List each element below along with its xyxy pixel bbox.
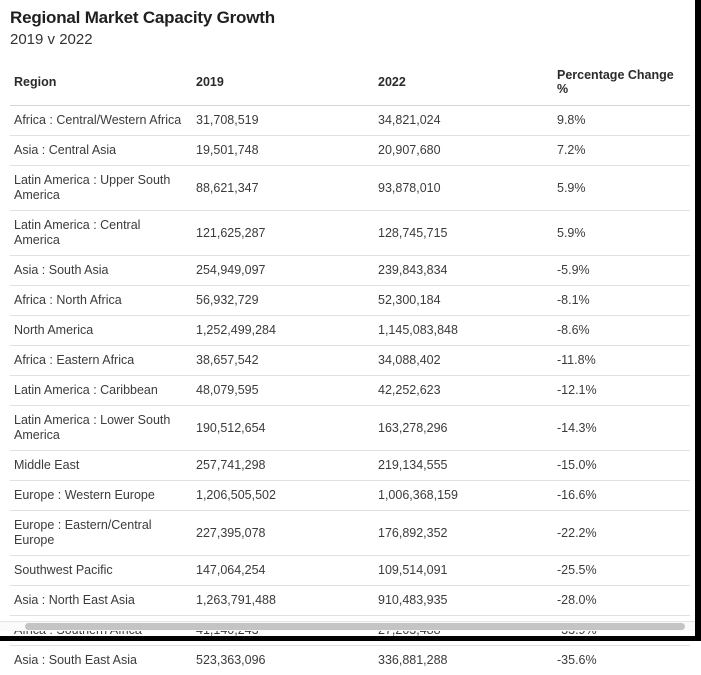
value-2022-cell: 1,145,083,848 [374, 316, 553, 346]
capacity-growth-table: Region 2019 2022 Percentage Change % Afr… [10, 62, 690, 675]
value-2022-cell: 34,821,024 [374, 106, 553, 136]
value-2022-cell: 219,134,555 [374, 451, 553, 481]
region-cell: Middle East [10, 451, 192, 481]
value-2022-cell: 128,745,715 [374, 211, 553, 256]
pct-change-cell: 9.8% [553, 106, 690, 136]
region-cell: Africa : North Africa [10, 286, 192, 316]
value-2019-cell: 38,657,542 [192, 346, 374, 376]
region-cell: Africa : Central/Western Africa [10, 106, 192, 136]
pct-change-cell: -22.2% [553, 511, 690, 556]
column-header-2019: 2019 [192, 62, 374, 106]
region-cell: Latin America : Upper South America [10, 166, 192, 211]
value-2022-cell: 93,878,010 [374, 166, 553, 211]
value-2019-cell: 147,064,254 [192, 556, 374, 586]
table-header: Region 2019 2022 Percentage Change % [10, 62, 690, 106]
pct-change-cell: -15.0% [553, 451, 690, 481]
value-2019-cell: 254,949,097 [192, 256, 374, 286]
pct-change-cell: -11.8% [553, 346, 690, 376]
value-2022-cell: 239,843,834 [374, 256, 553, 286]
value-2019-cell: 523,363,096 [192, 646, 374, 675]
value-2019-cell: 88,621,347 [192, 166, 374, 211]
region-cell: Europe : Western Europe [10, 481, 192, 511]
pct-change-cell: -8.1% [553, 286, 690, 316]
value-2019-cell: 19,501,748 [192, 136, 374, 166]
region-cell: Europe : Eastern/Central Europe [10, 511, 192, 556]
region-cell: Latin America : Caribbean [10, 376, 192, 406]
region-cell: Asia : North East Asia [10, 586, 192, 616]
window-edge-bottom [0, 636, 701, 641]
value-2022-cell: 52,300,184 [374, 286, 553, 316]
value-2022-cell: 163,278,296 [374, 406, 553, 451]
pct-change-cell: 7.2% [553, 136, 690, 166]
region-cell: Asia : Central Asia [10, 136, 192, 166]
value-2019-cell: 1,263,791,488 [192, 586, 374, 616]
page-subtitle: 2019 v 2022 [10, 31, 686, 48]
value-2022-cell: 176,892,352 [374, 511, 553, 556]
column-header-2022: 2022 [374, 62, 553, 106]
value-2019-cell: 1,252,499,284 [192, 316, 374, 346]
pct-change-cell: -35.6% [553, 646, 690, 675]
column-header-region: Region [10, 62, 192, 106]
window-edge-right [695, 0, 701, 641]
region-cell: Latin America : Lower South America [10, 406, 192, 451]
value-2022-cell: 109,514,091 [374, 556, 553, 586]
region-cell: Asia : South East Asia [10, 646, 192, 675]
pct-change-cell: -12.1% [553, 376, 690, 406]
region-cell: Latin America : Central America [10, 211, 192, 256]
value-2022-cell: 20,907,680 [374, 136, 553, 166]
pct-change-cell: -5.9% [553, 256, 690, 286]
value-2022-cell: 34,088,402 [374, 346, 553, 376]
page-title: Regional Market Capacity Growth [10, 8, 686, 28]
value-2022-cell: 910,483,935 [374, 586, 553, 616]
region-cell: North America [10, 316, 192, 346]
table-header-row: Region 2019 2022 Percentage Change % [10, 62, 690, 106]
pct-change-cell: -16.6% [553, 481, 690, 511]
pct-change-cell: 5.9% [553, 166, 690, 211]
pct-change-cell: -14.3% [553, 406, 690, 451]
pct-change-cell: -8.6% [553, 316, 690, 346]
horizontal-scrollbar-thumb[interactable] [25, 623, 685, 630]
pct-change-cell: 5.9% [553, 211, 690, 256]
region-cell: Southwest Pacific [10, 556, 192, 586]
value-2019-cell: 227,395,078 [192, 511, 374, 556]
page: Regional Market Capacity Growth 2019 v 2… [0, 0, 696, 636]
horizontal-scrollbar-track[interactable] [0, 621, 696, 631]
value-2022-cell: 1,006,368,159 [374, 481, 553, 511]
column-header-percentage-change: Percentage Change % [553, 62, 690, 106]
value-2022-cell: 42,252,623 [374, 376, 553, 406]
value-2022-cell: 336,881,288 [374, 646, 553, 675]
value-2019-cell: 121,625,287 [192, 211, 374, 256]
pct-change-cell: -25.5% [553, 556, 690, 586]
value-2019-cell: 257,741,298 [192, 451, 374, 481]
value-2019-cell: 56,932,729 [192, 286, 374, 316]
value-2019-cell: 48,079,595 [192, 376, 374, 406]
region-cell: Africa : Eastern Africa [10, 346, 192, 376]
pct-change-cell: -28.0% [553, 586, 690, 616]
region-cell: Asia : South Asia [10, 256, 192, 286]
value-2019-cell: 190,512,654 [192, 406, 374, 451]
value-2019-cell: 1,206,505,502 [192, 481, 374, 511]
report-header: Regional Market Capacity Growth 2019 v 2… [0, 0, 696, 58]
value-2019-cell: 31,708,519 [192, 106, 374, 136]
